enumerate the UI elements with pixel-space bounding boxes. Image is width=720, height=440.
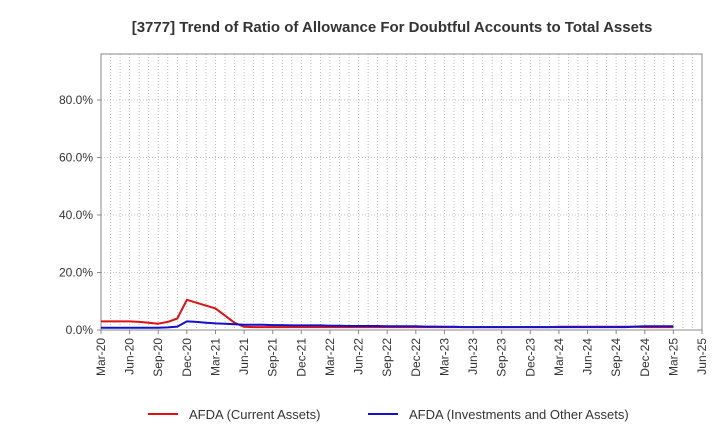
y-tick-label: 0.0%: [66, 323, 94, 337]
x-tick-label: Jun-21: [237, 338, 251, 375]
chart-title: [3777] Trend of Ratio of Allowance For D…: [132, 19, 653, 36]
x-tick-label: Mar-23: [437, 338, 451, 376]
x-tick-label: Sep-22: [380, 338, 394, 377]
x-tick-label: Mar-21: [208, 338, 222, 376]
x-tick-label: Sep-21: [266, 338, 280, 377]
series-line-investments: [101, 320, 674, 329]
y-axis: 0.0% 20.0% 40.0% 60.0% 80.0%: [59, 93, 101, 337]
x-tick-label: Sep-24: [609, 338, 623, 377]
x-tick-label: Dec-24: [638, 338, 652, 377]
y-tick-label: 80.0%: [59, 93, 93, 107]
x-tick-label: Jun-22: [352, 338, 366, 375]
y-tick-label: 20.0%: [59, 266, 93, 280]
x-tick-label: Jun-23: [466, 338, 480, 375]
y-tick-label: 40.0%: [59, 208, 93, 222]
x-tick-label: Dec-23: [523, 338, 537, 377]
x-tick-label: Dec-22: [409, 338, 423, 377]
x-tick-label: Jun-20: [123, 338, 137, 375]
legend-label-current-assets: AFDA (Current Assets): [189, 407, 320, 422]
plot-frame: [100, 53, 703, 331]
legend-label-investments: AFDA (Investments and Other Assets): [409, 407, 629, 422]
x-tick-label: Mar-24: [552, 338, 566, 376]
x-tick-label: Jun-24: [581, 338, 595, 375]
x-tick-label: Mar-25: [666, 338, 680, 376]
x-tick-label: Dec-20: [180, 338, 194, 377]
x-tick-label: Jun-25: [695, 338, 709, 375]
x-tick-label: Dec-21: [294, 338, 308, 377]
x-tick-label: Mar-22: [323, 338, 337, 376]
series-lines: [101, 298, 674, 329]
x-axis: Mar-20 Jun-20 Sep-20 Dec-20 Mar-21 Jun-21 Sep-…: [94, 330, 709, 377]
x-tick-label: Sep-20: [151, 338, 165, 377]
y-tick-label: 60.0%: [59, 151, 93, 165]
x-tick-label: Mar-20: [94, 338, 108, 376]
grid: [101, 54, 702, 330]
legend: AFDA (Current Assets) AFDA (Investments …: [148, 407, 629, 422]
x-tick-label: Sep-23: [495, 338, 509, 377]
